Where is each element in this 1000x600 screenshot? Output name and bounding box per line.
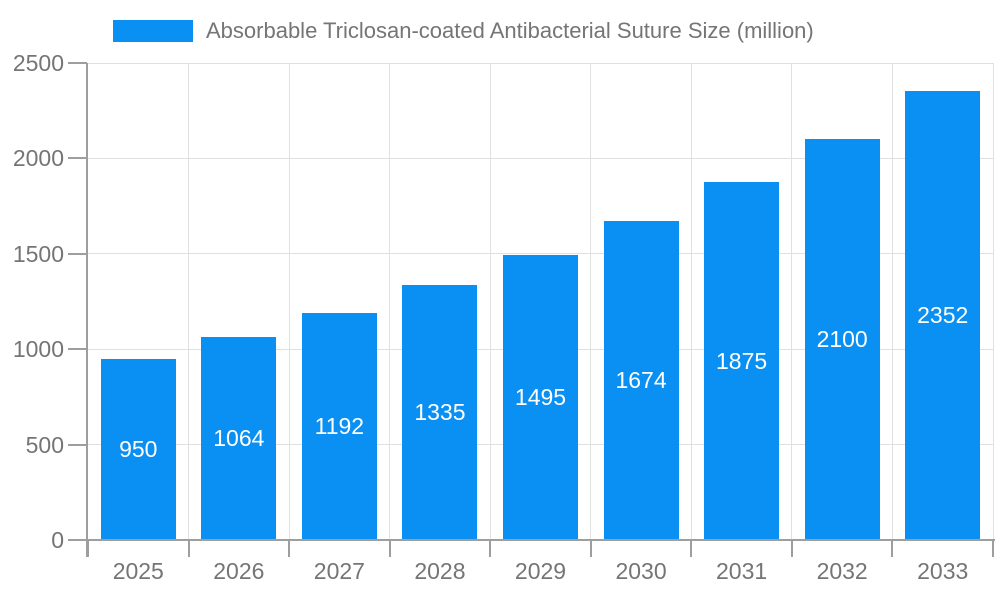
gridline-vertical [992, 63, 994, 540]
x-axis-line [69, 539, 995, 541]
x-axis-tick [87, 540, 89, 557]
gridline-vertical [188, 63, 190, 540]
y-axis-tick-label: 2500 [12, 50, 64, 76]
gridline-vertical [590, 63, 592, 540]
bar-value-label: 1674 [615, 366, 667, 393]
bar-value-label: 2100 [816, 326, 868, 353]
legend: Absorbable Triclosan-coated Antibacteria… [113, 18, 814, 44]
bar: 1335 [402, 285, 478, 540]
y-axis-tick-label: 500 [25, 431, 64, 458]
y-axis-tick [68, 157, 87, 160]
bar-value-label: 1495 [514, 383, 567, 410]
x-axis-tick-label: 2032 [816, 558, 868, 584]
x-axis-tick-label: 2033 [917, 558, 969, 584]
bar-value-label: 2352 [917, 302, 969, 329]
x-axis-tick-label: 2025 [112, 558, 164, 584]
x-axis-tick [891, 540, 894, 557]
y-axis-tick-label: 0 [51, 527, 64, 553]
bar: 1875 [704, 182, 780, 540]
x-axis-tick [589, 540, 592, 557]
bar-value-label: 1192 [314, 412, 365, 439]
gridline-horizontal [88, 62, 993, 64]
bar: 2352 [905, 91, 981, 540]
gridline-horizontal [88, 253, 993, 255]
x-axis-tick-label: 2029 [514, 558, 567, 584]
x-axis-tick-label: 2030 [615, 558, 667, 584]
bar: 2100 [804, 139, 880, 540]
y-axis-line [86, 63, 88, 557]
bar-value-label: 1335 [414, 399, 466, 426]
x-axis-tick [288, 540, 291, 557]
bar-value-label: 950 [119, 435, 158, 462]
x-axis-tick [992, 540, 994, 557]
x-axis-tick-label: 2026 [213, 558, 265, 584]
gridline-vertical [389, 63, 391, 540]
gridline-vertical [690, 63, 692, 540]
y-axis-tick-label: 2000 [12, 145, 64, 172]
gridline-vertical [288, 63, 290, 540]
x-axis-tick-label: 2027 [313, 558, 365, 584]
gridline-vertical [891, 63, 893, 540]
bar: 950 [100, 358, 176, 540]
x-axis-tick-label: 2028 [414, 558, 466, 584]
y-axis-tick-label: 1500 [12, 240, 64, 267]
y-axis-tick [68, 443, 87, 446]
x-axis-tick-label: 2031 [716, 558, 768, 584]
bar-value-label: 1064 [213, 424, 265, 451]
gridline-vertical [791, 63, 793, 540]
legend-swatch [113, 20, 193, 42]
legend-label: Absorbable Triclosan-coated Antibacteria… [206, 18, 814, 43]
gridline-horizontal [88, 157, 993, 159]
x-axis-tick [690, 540, 693, 557]
y-axis-tick-label: 1000 [12, 336, 64, 363]
x-axis-tick [489, 540, 492, 557]
x-axis-tick [790, 540, 793, 557]
bar: 1064 [201, 336, 277, 540]
gridline-vertical [489, 63, 491, 540]
bar: 1495 [503, 254, 578, 540]
bar: 1192 [301, 312, 377, 540]
bar: 1674 [603, 220, 679, 540]
bar-value-label: 1875 [716, 347, 768, 374]
y-axis-tick [68, 252, 87, 255]
x-axis-tick [388, 540, 391, 557]
y-axis-tick [68, 62, 87, 64]
y-axis-tick [68, 348, 87, 351]
x-axis-tick [187, 540, 190, 557]
